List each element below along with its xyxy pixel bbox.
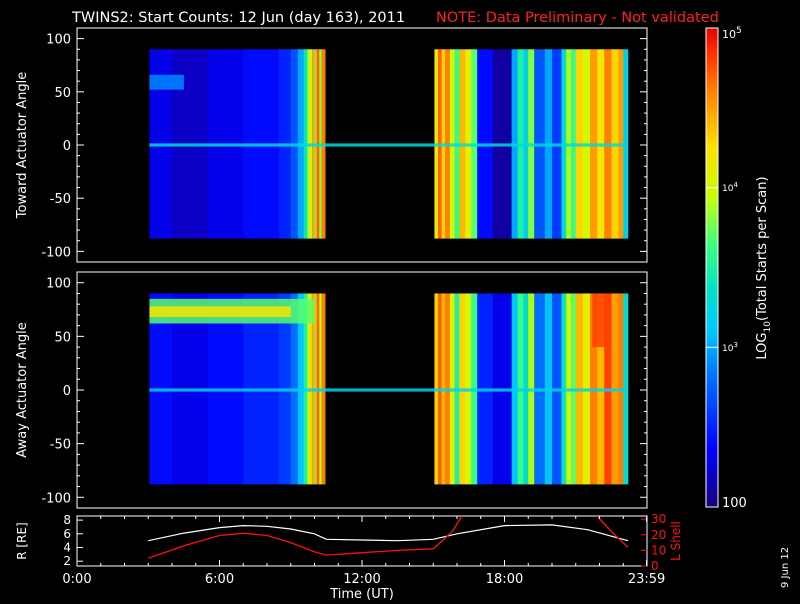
colorbar-tick-100: 100 (722, 496, 747, 511)
y-tick-label: -100 (41, 245, 71, 260)
y-tick-label: 50 (54, 330, 71, 345)
y-tick-label: 50 (54, 86, 71, 101)
y-axis-label: Away Actuator Angle (15, 322, 30, 457)
figure-title: TWINS2: Start Counts: 12 Jun (day 163), … (71, 10, 405, 26)
y-right-tick-label: 0 (651, 559, 659, 573)
y-axis-label: Toward Actuator Angle (15, 72, 30, 219)
heatmap-feature (592, 293, 612, 348)
y-tick-label: 2 (63, 554, 71, 568)
y-right-tick-label: 30 (651, 512, 666, 526)
y-tick-label: -50 (50, 192, 71, 207)
r-series-line (148, 524, 629, 542)
plot-frame (76, 515, 648, 567)
preliminary-note: NOTE: Data Preliminary - Not validated (436, 10, 719, 26)
y-right-tick-label: 20 (651, 528, 666, 542)
y-tick-label: 8 (63, 513, 71, 527)
colorbar-label: LOG10(Total Starts per Scan) (755, 176, 773, 359)
heatmap-feature (149, 306, 291, 318)
colorbar-tick-1e3: 103 (722, 341, 738, 354)
heatmap-feature (149, 388, 628, 392)
lshell-series-line (148, 516, 463, 559)
x-tick-label: 23:59 (628, 572, 665, 587)
x-tick-label: 6:00 (205, 572, 234, 587)
y-tick-label: 100 (46, 277, 71, 292)
colorbar-tick-1e5: 105 (722, 26, 742, 41)
heatmap-feature (149, 143, 628, 147)
x-tick-label: 12:00 (343, 572, 380, 587)
y-tick-label: 4 (63, 541, 71, 555)
y-tick-label: -100 (41, 491, 71, 506)
x-tick-label: 18:00 (486, 572, 523, 587)
x-axis-label: Time (UT) (329, 587, 394, 600)
y-right-tick-label: 10 (651, 543, 666, 557)
y-tick-label: -50 (50, 438, 71, 453)
toward-actuator-angle-panel: 100 50 0 -50 -100 Toward Actuator Angle (15, 27, 648, 263)
lshell-series-line (596, 516, 629, 548)
y-tick-label: 6 (63, 527, 71, 541)
heatmap-feature (149, 74, 184, 90)
colorbar-frame (705, 27, 719, 508)
y-tick-label: 0 (63, 384, 71, 399)
side-date-stamp: 9 Jun 12 (780, 547, 791, 588)
y-axis-label: R [RE] (15, 522, 29, 559)
y-tick-label: 0 (63, 139, 71, 154)
away-actuator-angle-panel: 100 50 0 -50 -100 Away Actuator Angle (15, 271, 648, 509)
x-tick-label: 0:00 (62, 572, 91, 587)
colorbar: 100 103 104 105 LOG10(Total Starts per S… (705, 26, 773, 511)
colorbar-ticks (706, 187, 718, 348)
y-right-axis-label: L Shell (669, 521, 683, 561)
y-tick-label: 100 (46, 33, 71, 48)
colorbar-tick-1e4: 104 (722, 181, 738, 194)
colorbar-gradient (706, 28, 718, 507)
